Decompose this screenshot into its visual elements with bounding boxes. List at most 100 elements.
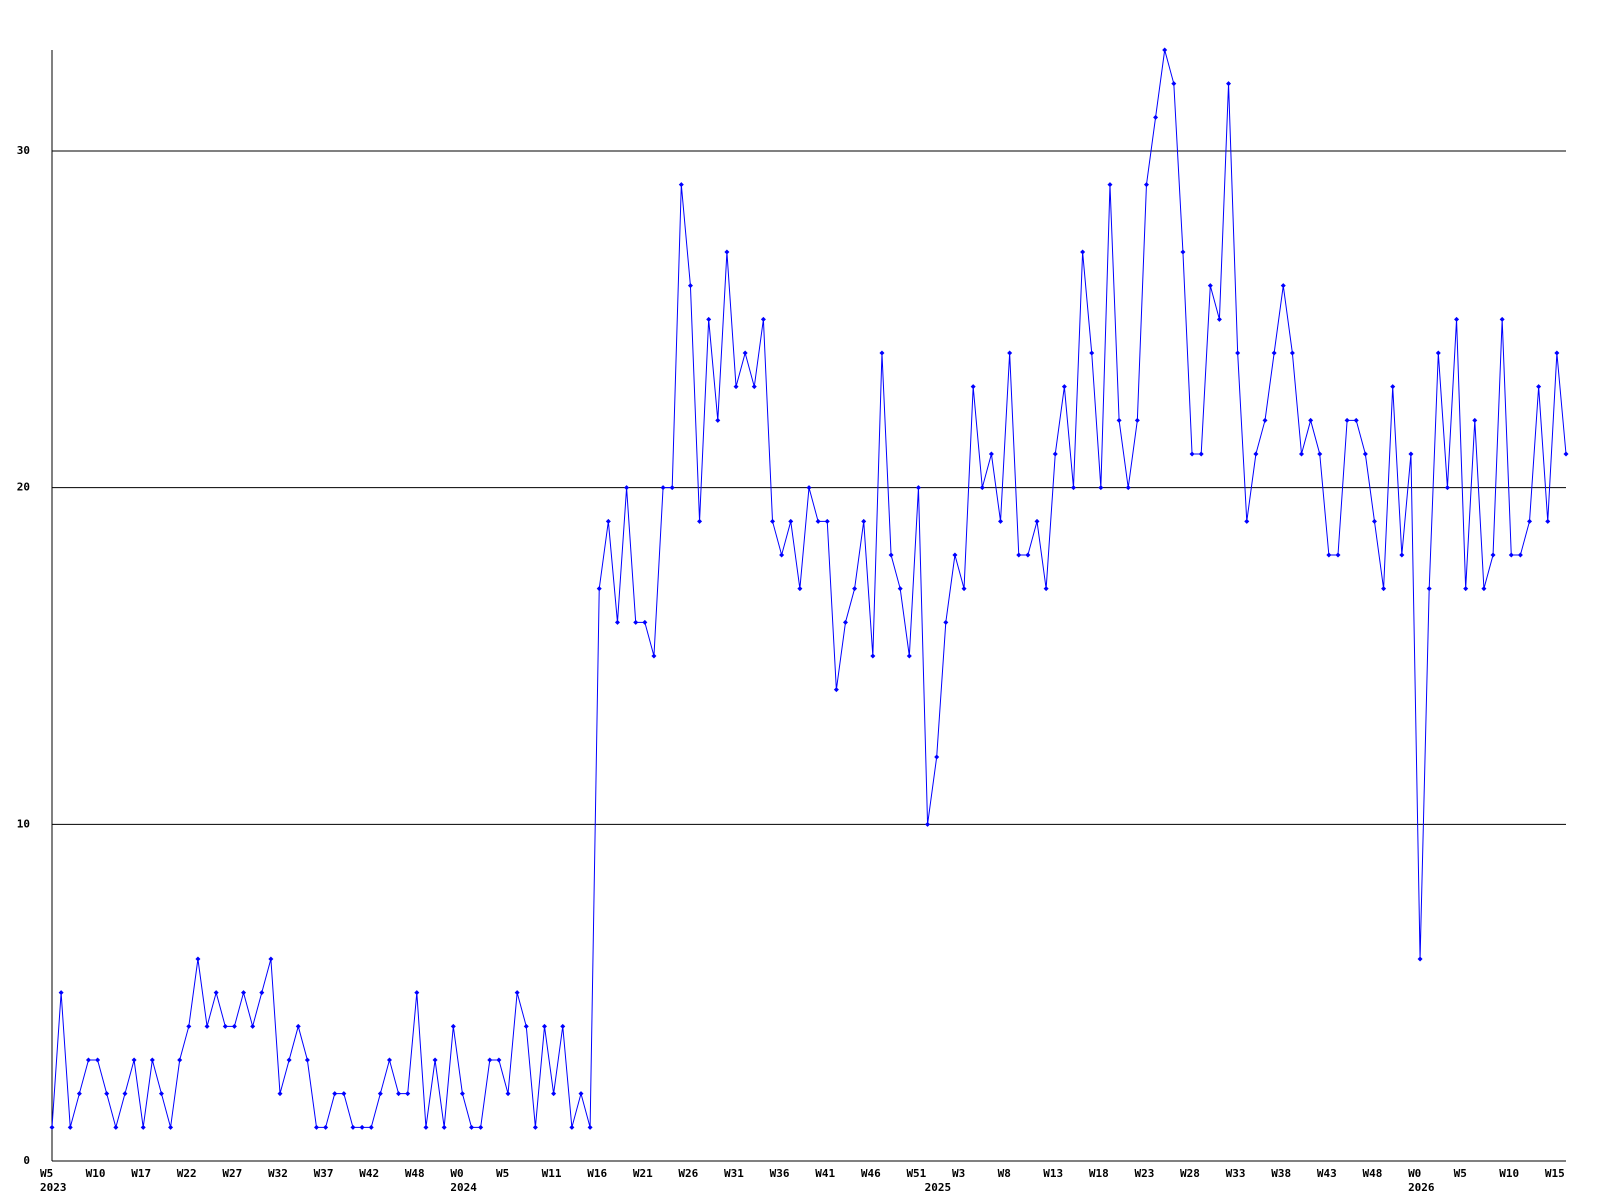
data-point: [925, 821, 931, 827]
y-tick-label: 20: [17, 481, 30, 494]
data-point: [1080, 249, 1086, 255]
data-point: [569, 1124, 575, 1130]
data-point: [177, 1057, 183, 1063]
data-point: [551, 1091, 557, 1097]
data-point: [1563, 451, 1569, 457]
x-tick-label: W38: [1271, 1167, 1291, 1180]
data-point: [1043, 586, 1049, 592]
data-point: [295, 1023, 301, 1029]
data-point: [642, 619, 648, 625]
data-point: [633, 619, 639, 625]
data-point: [915, 485, 921, 491]
data-point: [1016, 552, 1022, 558]
x-tick-label: W46: [861, 1167, 881, 1180]
data-point: [1472, 417, 1478, 423]
data-point: [1499, 316, 1505, 322]
x-tick-label: W28: [1180, 1167, 1200, 1180]
data-point: [250, 1023, 256, 1029]
x-tick-label: W10: [1499, 1167, 1519, 1180]
data-point: [441, 1124, 447, 1130]
data-point: [1444, 485, 1450, 491]
data-point: [861, 518, 867, 524]
data-point: [168, 1124, 174, 1130]
data-point: [131, 1057, 137, 1063]
x-tick-label: W33: [1226, 1167, 1246, 1180]
data-point: [1426, 586, 1432, 592]
data-point: [779, 552, 785, 558]
data-point: [1508, 552, 1514, 558]
data-point: [961, 586, 967, 592]
data-point: [1344, 417, 1350, 423]
data-point: [104, 1091, 110, 1097]
data-point: [222, 1023, 228, 1029]
data-line: [51, 49, 1567, 1130]
data-point: [988, 451, 994, 457]
data-point: [1171, 81, 1177, 87]
data-point: [578, 1091, 584, 1097]
data-point: [651, 653, 657, 659]
data-point: [204, 1023, 210, 1029]
year-label: 2025: [925, 1181, 952, 1194]
data-point: [505, 1091, 511, 1097]
data-point: [1362, 451, 1368, 457]
data-point: [1061, 384, 1067, 390]
data-point: [1371, 518, 1377, 524]
data-point: [934, 754, 940, 760]
data-point: [414, 990, 420, 996]
data-point: [405, 1091, 411, 1097]
data-point: [1052, 451, 1058, 457]
data-point: [724, 249, 730, 255]
data-point: [605, 518, 611, 524]
data-point: [286, 1057, 292, 1063]
data-point: [1289, 350, 1295, 356]
data-point: [1353, 417, 1359, 423]
x-tick-label: W51: [906, 1167, 926, 1180]
data-point: [259, 990, 265, 996]
data-point: [1162, 47, 1168, 53]
data-point: [1517, 552, 1523, 558]
data-point: [1235, 350, 1241, 356]
year-label: 2024: [450, 1181, 477, 1194]
x-tick-label: W11: [542, 1167, 562, 1180]
data-point: [1390, 384, 1396, 390]
data-point: [1189, 451, 1195, 457]
y-tick-label: 30: [17, 144, 30, 157]
x-tick-label: W48: [405, 1167, 425, 1180]
x-tick-label: W16: [587, 1167, 607, 1180]
x-tick-label: W31: [724, 1167, 744, 1180]
data-point: [1408, 451, 1414, 457]
year-label: 2023: [40, 1181, 67, 1194]
data-point: [660, 485, 666, 491]
data-point: [1134, 417, 1140, 423]
data-point: [1153, 114, 1159, 120]
data-point: [624, 485, 630, 491]
data-point: [1435, 350, 1441, 356]
data-point: [396, 1091, 402, 1097]
x-tick-label: W27: [222, 1167, 242, 1180]
data-point: [478, 1124, 484, 1130]
x-tick-label: W10: [86, 1167, 106, 1180]
x-tick-label: W13: [1043, 1167, 1063, 1180]
data-point: [1545, 518, 1551, 524]
data-point: [1481, 586, 1487, 592]
x-tick-label: W41: [815, 1167, 835, 1180]
data-point: [469, 1124, 475, 1130]
x-tick-label: W36: [770, 1167, 790, 1180]
data-point: [377, 1091, 383, 1097]
data-point: [350, 1124, 356, 1130]
data-point: [715, 417, 721, 423]
data-point: [706, 316, 712, 322]
x-tick-label: W5: [40, 1167, 53, 1180]
data-point: [1226, 81, 1232, 87]
data-point: [487, 1057, 493, 1063]
data-point: [332, 1091, 338, 1097]
data-point: [1326, 552, 1332, 558]
data-point: [897, 586, 903, 592]
x-tick-label: W42: [359, 1167, 379, 1180]
x-tick-label: W23: [1134, 1167, 1154, 1180]
data-point: [1198, 451, 1204, 457]
data-point: [1116, 417, 1122, 423]
data-point: [450, 1023, 456, 1029]
data-point: [1463, 586, 1469, 592]
data-point: [122, 1091, 128, 1097]
